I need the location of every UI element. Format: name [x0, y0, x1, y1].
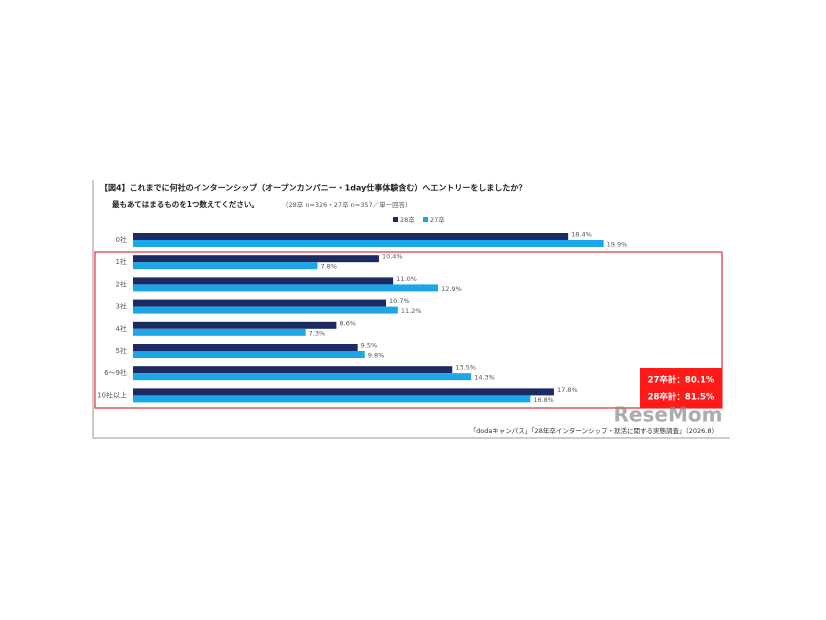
- value-label: 8.6%: [339, 319, 356, 327]
- legend-swatch: [393, 217, 398, 222]
- value-label: 10.7%: [389, 297, 410, 305]
- value-label: 9.8%: [368, 352, 385, 360]
- value-label: 11.0%: [396, 275, 417, 283]
- category-label: 1社: [116, 257, 127, 266]
- value-label: 10.4%: [382, 253, 403, 261]
- category-label: 10社以上: [97, 390, 127, 399]
- bar: [133, 262, 318, 270]
- bar: [133, 277, 394, 285]
- bar: [133, 351, 365, 358]
- legend-label: 27卒: [430, 215, 445, 224]
- category-label: 5社: [116, 346, 127, 355]
- value-label: 9.5%: [361, 342, 378, 350]
- bar: [133, 388, 554, 396]
- bar: [133, 233, 569, 240]
- total-label: 28卒計：81.5%: [648, 392, 715, 403]
- watermark: ReseMom: [614, 403, 723, 427]
- bar: [133, 321, 337, 329]
- value-label: 16.8%: [533, 396, 554, 404]
- category-label: 4社: [116, 324, 127, 333]
- bar: [133, 395, 531, 403]
- total-label: 27卒計：80.1%: [648, 375, 715, 386]
- value-label: 12.9%: [441, 285, 462, 293]
- value-label: 17.8%: [557, 386, 578, 394]
- source: 「dodaキャンパス」「28年卒インターンシップ・就活に関する実態調査」（202…: [470, 426, 718, 435]
- bar: [133, 344, 358, 351]
- value-label: 18.4%: [571, 231, 592, 239]
- category-label: 0社: [116, 235, 127, 244]
- category-label: 2社: [116, 279, 127, 288]
- value-label: 11.2%: [401, 307, 422, 315]
- bar: [133, 255, 379, 263]
- bar: [133, 328, 306, 336]
- bar: [133, 240, 604, 247]
- legend-swatch: [423, 217, 428, 222]
- category-label: 6〜9社: [104, 368, 127, 377]
- chart-title: 【図4】これまでに何社のインターンシップ（オープンカンパニー・1day仕事体験含…: [100, 183, 526, 193]
- value-label: 14.3%: [474, 374, 495, 382]
- bar: [133, 366, 453, 374]
- sample-note: （28卒 n=326・27卒 n=357／単一回答）: [282, 200, 412, 209]
- value-label: 19.9%: [607, 241, 628, 249]
- chart-subtitle: 最もあてはまるものを1つ数えてください。: [112, 199, 259, 209]
- value-label: 7.8%: [320, 263, 337, 271]
- highlight-box: [94, 251, 723, 409]
- bar: [133, 299, 387, 307]
- bar: [133, 373, 472, 381]
- bar: [133, 306, 398, 314]
- value-label: 13.5%: [455, 364, 476, 372]
- legend-label: 28卒: [400, 215, 415, 224]
- total-box: [640, 368, 722, 408]
- category-label: 3社: [116, 302, 127, 311]
- bar: [133, 284, 439, 292]
- value-label: 7.3%: [309, 329, 326, 337]
